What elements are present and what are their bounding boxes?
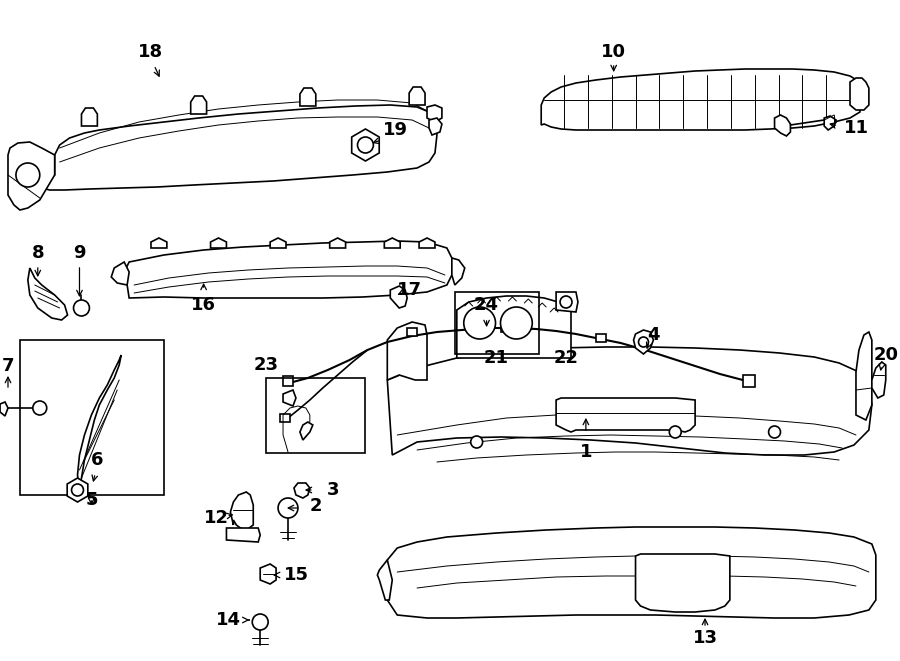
Polygon shape <box>452 258 464 285</box>
Text: 24: 24 <box>474 296 500 314</box>
Polygon shape <box>151 238 166 248</box>
Circle shape <box>357 137 374 153</box>
Polygon shape <box>635 554 730 612</box>
Circle shape <box>560 296 572 308</box>
Text: 4: 4 <box>647 326 660 344</box>
Circle shape <box>471 436 482 448</box>
Text: 7: 7 <box>2 357 14 375</box>
Text: 15: 15 <box>284 566 309 584</box>
Polygon shape <box>270 238 286 248</box>
Circle shape <box>74 300 89 316</box>
Text: 5: 5 <box>86 491 98 509</box>
Polygon shape <box>230 492 253 530</box>
Text: 9: 9 <box>73 244 86 262</box>
Polygon shape <box>28 268 68 320</box>
Circle shape <box>638 337 648 347</box>
Polygon shape <box>427 105 442 122</box>
Polygon shape <box>410 87 425 105</box>
Circle shape <box>278 498 298 518</box>
Polygon shape <box>377 560 392 600</box>
Polygon shape <box>501 324 511 332</box>
Circle shape <box>16 163 40 187</box>
Text: 23: 23 <box>254 356 279 374</box>
Polygon shape <box>391 286 407 308</box>
Polygon shape <box>77 355 122 490</box>
Text: 2: 2 <box>310 497 322 515</box>
Circle shape <box>670 426 681 438</box>
Polygon shape <box>112 262 129 285</box>
Polygon shape <box>742 375 755 387</box>
Polygon shape <box>634 330 653 354</box>
Polygon shape <box>191 96 207 114</box>
Polygon shape <box>294 483 310 498</box>
Polygon shape <box>541 69 860 130</box>
Polygon shape <box>457 296 571 358</box>
Text: 22: 22 <box>554 349 579 367</box>
Polygon shape <box>419 238 435 248</box>
Bar <box>266 378 365 453</box>
Polygon shape <box>0 402 8 416</box>
Circle shape <box>769 426 780 438</box>
Polygon shape <box>211 238 227 248</box>
Circle shape <box>464 307 496 339</box>
Circle shape <box>32 401 47 415</box>
Text: 8: 8 <box>32 244 44 262</box>
Polygon shape <box>124 241 452 298</box>
Polygon shape <box>260 564 276 584</box>
Text: 12: 12 <box>204 509 229 527</box>
Text: 21: 21 <box>484 349 509 367</box>
Circle shape <box>252 614 268 630</box>
Polygon shape <box>387 347 872 455</box>
Polygon shape <box>280 414 290 422</box>
Polygon shape <box>41 105 436 190</box>
Text: 18: 18 <box>139 43 164 61</box>
Polygon shape <box>387 322 427 380</box>
Bar <box>454 292 539 354</box>
Circle shape <box>500 307 532 339</box>
Polygon shape <box>596 334 606 342</box>
Polygon shape <box>300 422 313 440</box>
Polygon shape <box>300 88 316 106</box>
Text: 14: 14 <box>216 611 241 629</box>
Text: 1: 1 <box>580 443 592 461</box>
Polygon shape <box>556 292 578 312</box>
Text: 17: 17 <box>397 281 421 299</box>
Polygon shape <box>824 116 836 130</box>
Polygon shape <box>775 115 790 136</box>
Bar <box>20 340 164 495</box>
Polygon shape <box>227 528 260 542</box>
Polygon shape <box>850 78 868 110</box>
Polygon shape <box>556 398 695 432</box>
Polygon shape <box>384 238 400 248</box>
Text: 10: 10 <box>601 43 626 61</box>
Polygon shape <box>407 328 417 336</box>
Text: 20: 20 <box>873 346 898 364</box>
Polygon shape <box>8 142 55 210</box>
Polygon shape <box>856 332 872 420</box>
Polygon shape <box>283 390 296 406</box>
Polygon shape <box>385 527 876 618</box>
Polygon shape <box>82 108 97 126</box>
Text: 16: 16 <box>191 296 216 314</box>
Polygon shape <box>352 129 379 161</box>
Text: 6: 6 <box>91 451 104 469</box>
Circle shape <box>71 484 84 496</box>
Text: 13: 13 <box>692 629 717 647</box>
Text: 11: 11 <box>843 119 868 137</box>
Polygon shape <box>283 376 293 386</box>
Polygon shape <box>68 478 88 502</box>
Text: 3: 3 <box>327 481 339 499</box>
Polygon shape <box>329 238 346 248</box>
Text: 19: 19 <box>382 121 408 139</box>
Polygon shape <box>429 118 442 135</box>
Polygon shape <box>872 362 886 398</box>
